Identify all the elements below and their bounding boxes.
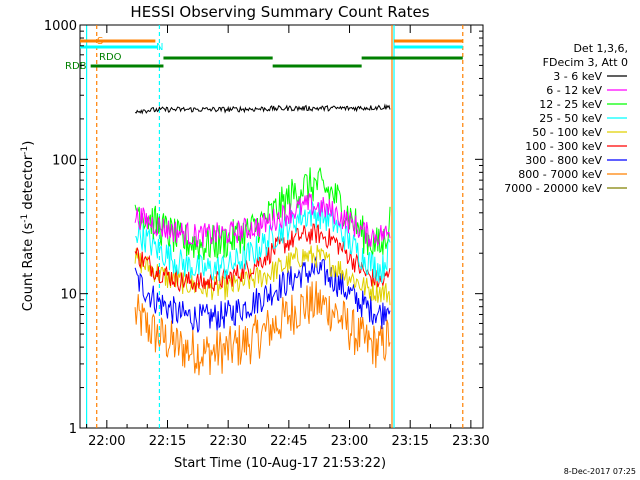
time-markers: [86, 25, 464, 428]
legend-label: 7000 - 20000 keV: [504, 182, 602, 195]
series-line: [134, 223, 391, 293]
series-line: [134, 167, 391, 260]
legend-label: 100 - 300 keV: [525, 140, 602, 153]
y-tick-label: 1: [69, 422, 77, 437]
y-tick-label: 10: [60, 288, 77, 303]
flag-label: RDB: [65, 61, 87, 72]
series-layer: [134, 103, 391, 376]
legend-label: 3 - 6 keV: [553, 70, 602, 83]
y-axis-label-main: Count Rate (s: [21, 223, 36, 312]
flag-bars: S N RDO RDB: [65, 36, 463, 72]
legend-header-1: Det 1,3,6,: [573, 42, 628, 55]
x-tick-label: 22:30: [209, 434, 246, 449]
legend-label: 800 - 7000 keV: [518, 168, 602, 181]
x-tick-label: 22:45: [270, 434, 307, 449]
y-axis-label-sup2: -1: [20, 146, 30, 155]
y-axis-label-sup: -1: [20, 214, 30, 223]
x-tick-label: 23:30: [452, 434, 489, 449]
x-tick-label: 22:15: [149, 434, 186, 449]
legend-label: 50 - 100 keV: [532, 126, 602, 139]
legend-label: 12 - 25 keV: [539, 98, 602, 111]
legend-label: 6 - 12 keV: [546, 84, 602, 97]
y-tick-label: 100: [52, 153, 77, 168]
plot-frame: [79, 24, 484, 429]
x-tick-label: 23:15: [391, 434, 428, 449]
series-line: [134, 281, 391, 376]
series-line: [135, 201, 391, 284]
x-tick-label: 22:00: [88, 434, 125, 449]
chart-title: HESSI Observing Summary Count Rates: [130, 3, 429, 21]
y-axis-label: Count Rate (s-1 detector-1): [20, 141, 36, 312]
legend-label: 25 - 50 keV: [539, 112, 602, 125]
y-axis-label-rest: detector: [21, 154, 36, 214]
flag-label: N: [156, 42, 163, 53]
series-line: [134, 193, 391, 248]
flag-label: S: [97, 36, 103, 47]
series-line: [134, 103, 391, 115]
x-axis-label: Start Time (10-Aug-17 21:53:22): [174, 456, 386, 471]
flag-label: RDO: [99, 52, 122, 63]
series-line: [134, 256, 391, 333]
y-tick-label: 1000: [44, 19, 77, 34]
footer-date: 8-Dec-2017 07:25: [564, 467, 636, 476]
x-tick-label: 23:00: [331, 434, 368, 449]
legend-header-2: FDecim 3, Att 0: [543, 56, 628, 69]
plot-area: [79, 24, 484, 429]
y-axis-label-close: ): [21, 141, 36, 146]
legend-label: 300 - 800 keV: [525, 154, 602, 167]
axes: 22:00 22:15 22:30 22:45 23:00 23:15 23:30 1 10 10…: [44, 19, 490, 449]
